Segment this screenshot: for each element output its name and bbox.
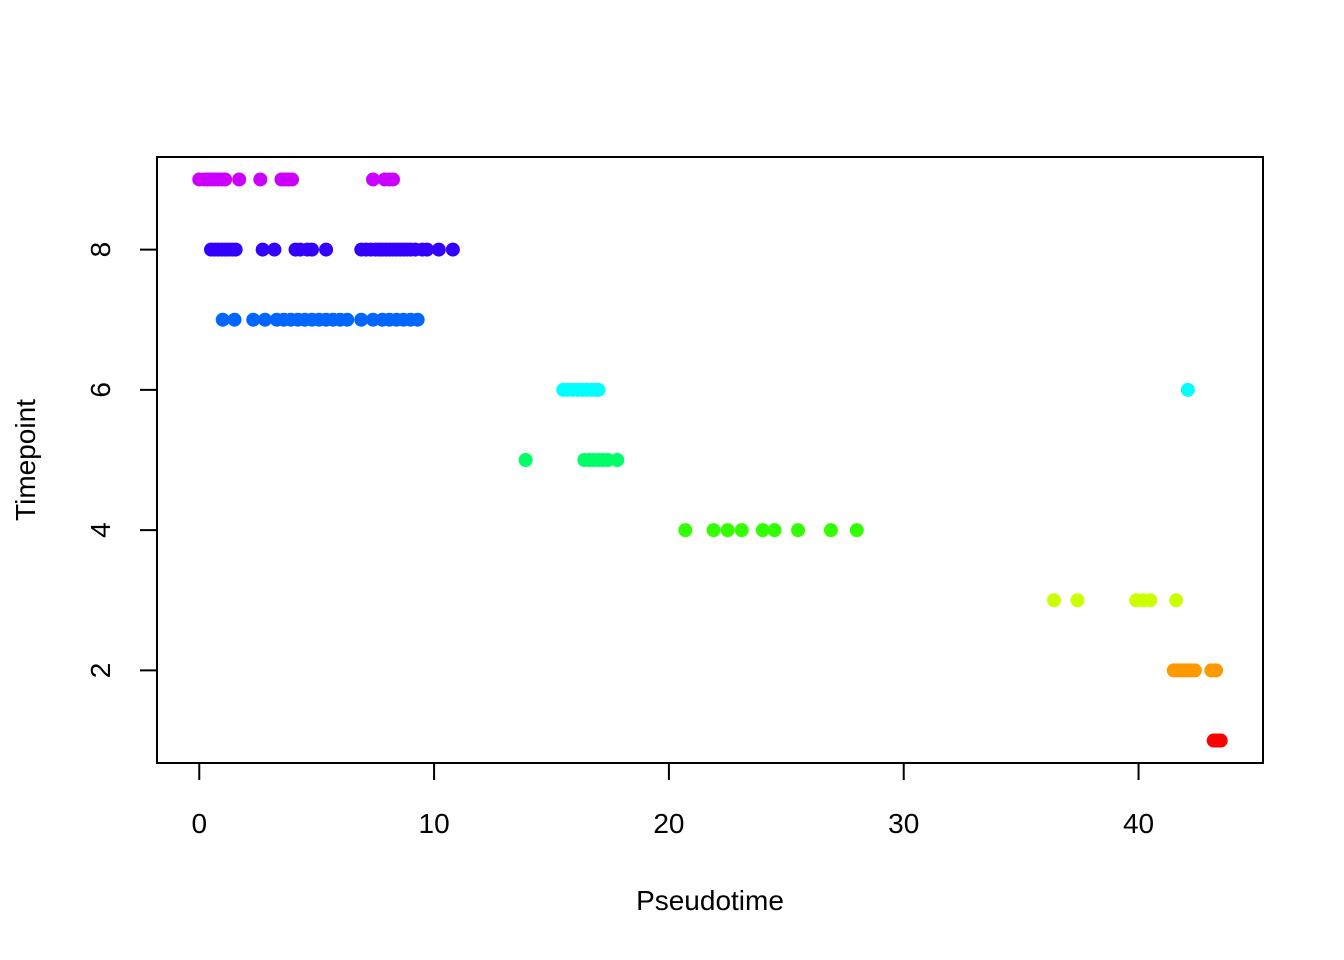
data-point [849,523,864,538]
data-point [755,523,770,538]
data-point [791,523,806,538]
data-point [734,523,749,538]
data-point [591,382,606,397]
data-point [1180,382,1195,397]
x-axis-title: Pseudotime [636,885,784,916]
y-axis-title: Timepoint [10,399,41,521]
data-point [1070,593,1085,608]
data-point [823,523,838,538]
data-point [232,172,247,187]
data-point [420,242,435,257]
data-point [1187,663,1202,678]
data-point [720,523,735,538]
data-point [445,242,460,257]
data-point [706,523,721,538]
data-point [304,242,319,257]
x-axis: 0 10 20 30 40 [191,762,1154,839]
data-point [319,242,334,257]
data-point [678,523,693,538]
y-tick-label: 2 [85,663,116,679]
data-point [1047,593,1062,608]
y-tick-label: 8 [85,242,116,258]
data-point [215,312,230,327]
data-point [1169,593,1184,608]
data-point [767,523,782,538]
data-point [431,242,446,257]
data-point [410,312,425,327]
data-point [246,312,261,327]
data-point [340,312,355,327]
data-point [518,453,533,467]
data-point [227,312,242,327]
data-point [285,172,300,187]
x-tick-label: 0 [191,808,207,839]
data-point [1213,733,1228,748]
data-point [218,172,233,187]
y-tick-label: 6 [85,382,116,398]
data-point [253,172,268,187]
data-points [192,172,1228,748]
y-axis: 2 4 6 8 [85,242,158,679]
data-point [1143,593,1158,608]
x-tick-label: 10 [419,808,450,839]
data-point [366,172,381,187]
data-point [385,172,400,187]
data-point [228,242,243,257]
x-tick-label: 30 [888,808,919,839]
x-tick-label: 20 [653,808,684,839]
y-tick-label: 4 [85,522,116,538]
data-point [1209,663,1224,678]
data-point [258,312,273,327]
data-point [354,312,369,327]
data-point [610,453,625,467]
data-point [255,242,270,257]
data-point [267,242,282,257]
x-tick-label: 40 [1123,808,1154,839]
